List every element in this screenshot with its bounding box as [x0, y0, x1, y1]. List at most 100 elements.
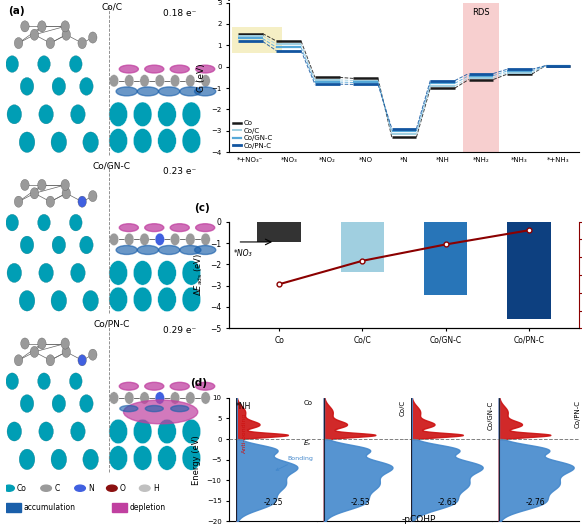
- Text: *NH: *NH: [236, 401, 251, 411]
- Text: Co/PN-C: Co/PN-C: [94, 320, 130, 329]
- Legend: Co, Co/C, Co/GN-C, Co/PN-C: Co, Co/C, Co/GN-C, Co/PN-C: [233, 121, 273, 149]
- Circle shape: [52, 395, 66, 412]
- Circle shape: [158, 419, 176, 444]
- Bar: [463, 0, 499, 152]
- Circle shape: [201, 392, 210, 404]
- Circle shape: [6, 56, 19, 72]
- Circle shape: [20, 78, 34, 95]
- Ellipse shape: [196, 65, 215, 73]
- Text: *NO₃: *NO₃: [233, 249, 252, 258]
- Text: O: O: [120, 484, 126, 493]
- Circle shape: [30, 188, 38, 199]
- Text: (a): (a): [8, 6, 24, 16]
- Circle shape: [38, 56, 50, 72]
- Circle shape: [125, 74, 134, 87]
- Text: H: H: [153, 484, 158, 493]
- Circle shape: [39, 422, 54, 441]
- Ellipse shape: [145, 65, 164, 73]
- Ellipse shape: [119, 65, 139, 73]
- Circle shape: [182, 446, 201, 470]
- Text: (b): (b): [215, 0, 232, 1]
- Circle shape: [51, 290, 66, 311]
- Circle shape: [109, 446, 127, 470]
- Circle shape: [140, 233, 149, 246]
- Ellipse shape: [158, 246, 180, 255]
- Circle shape: [133, 446, 152, 470]
- Circle shape: [133, 419, 152, 444]
- Circle shape: [140, 74, 149, 87]
- Circle shape: [158, 128, 176, 153]
- Ellipse shape: [145, 224, 164, 232]
- Ellipse shape: [145, 383, 164, 390]
- Ellipse shape: [194, 87, 216, 96]
- Circle shape: [70, 422, 85, 441]
- Text: accumulation: accumulation: [24, 503, 76, 512]
- Circle shape: [30, 346, 38, 357]
- Circle shape: [182, 260, 201, 285]
- Circle shape: [70, 264, 85, 282]
- Text: N: N: [88, 484, 94, 493]
- Circle shape: [109, 392, 119, 404]
- Text: RDS: RDS: [472, 8, 490, 17]
- Circle shape: [155, 392, 165, 404]
- Circle shape: [62, 188, 70, 199]
- Ellipse shape: [170, 383, 189, 390]
- Bar: [341, 222, 384, 272]
- Circle shape: [109, 102, 127, 127]
- Ellipse shape: [194, 246, 216, 255]
- Y-axis label: G (eV): G (eV): [197, 63, 205, 92]
- Ellipse shape: [171, 406, 189, 412]
- Circle shape: [171, 392, 180, 404]
- Circle shape: [19, 132, 35, 152]
- Text: -2.76: -2.76: [526, 498, 545, 507]
- Circle shape: [78, 196, 86, 208]
- Circle shape: [125, 233, 134, 246]
- Circle shape: [109, 74, 119, 87]
- Circle shape: [51, 449, 66, 470]
- Circle shape: [21, 338, 29, 349]
- Text: 0.23 e⁻: 0.23 e⁻: [163, 167, 196, 177]
- Circle shape: [30, 29, 38, 40]
- Text: Co/C: Co/C: [400, 400, 406, 417]
- Text: Co/PN-C: Co/PN-C: [574, 400, 581, 428]
- Circle shape: [61, 179, 69, 191]
- Circle shape: [158, 102, 176, 127]
- Circle shape: [182, 102, 201, 127]
- Circle shape: [155, 233, 165, 246]
- Circle shape: [80, 78, 93, 95]
- Text: -2.25: -2.25: [263, 498, 283, 507]
- Y-axis label: $\Delta E_{\rm ads}$ (eV): $\Delta E_{\rm ads}$ (eV): [192, 254, 205, 297]
- Ellipse shape: [158, 87, 180, 96]
- Text: Co/C: Co/C: [101, 3, 122, 12]
- Circle shape: [21, 21, 29, 32]
- Bar: [508, 222, 551, 319]
- Circle shape: [83, 290, 98, 311]
- Circle shape: [7, 422, 22, 441]
- Circle shape: [7, 105, 22, 124]
- Text: Co/GN-C: Co/GN-C: [93, 161, 131, 170]
- Circle shape: [182, 419, 201, 444]
- Circle shape: [133, 102, 152, 127]
- Circle shape: [61, 338, 69, 349]
- Circle shape: [182, 287, 201, 312]
- Circle shape: [15, 355, 23, 366]
- Circle shape: [7, 264, 22, 282]
- Circle shape: [3, 485, 15, 492]
- Circle shape: [155, 74, 165, 87]
- Circle shape: [109, 233, 119, 246]
- Text: (c): (c): [194, 203, 210, 213]
- Circle shape: [69, 214, 82, 231]
- Circle shape: [186, 233, 195, 246]
- Circle shape: [51, 132, 66, 152]
- Ellipse shape: [120, 406, 138, 412]
- Bar: [6, 503, 21, 511]
- Circle shape: [171, 233, 180, 246]
- Circle shape: [109, 260, 127, 285]
- Circle shape: [140, 485, 150, 492]
- Ellipse shape: [180, 87, 201, 96]
- Circle shape: [109, 128, 127, 153]
- Circle shape: [88, 349, 97, 361]
- Circle shape: [133, 287, 152, 312]
- Text: Co/GN-C: Co/GN-C: [487, 400, 493, 430]
- Bar: [257, 222, 301, 242]
